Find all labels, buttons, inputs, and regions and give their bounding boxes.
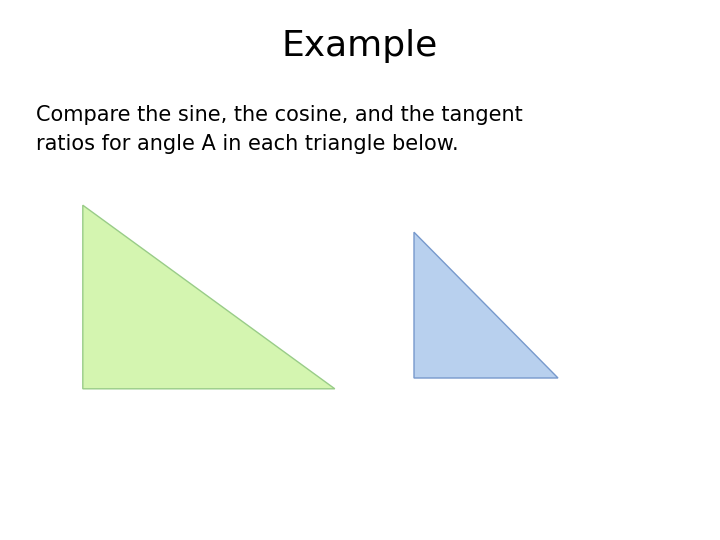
- Polygon shape: [83, 205, 335, 389]
- Polygon shape: [414, 232, 558, 378]
- Text: Example: Example: [282, 29, 438, 63]
- Text: Compare the sine, the cosine, and the tangent
ratios for angle A in each triangl: Compare the sine, the cosine, and the ta…: [36, 105, 523, 154]
